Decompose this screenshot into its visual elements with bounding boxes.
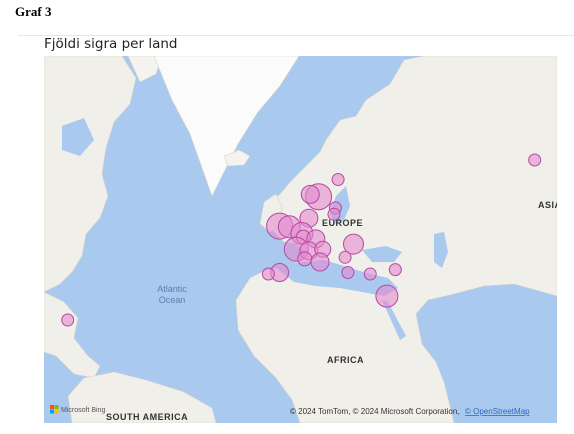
bing-provider-text: Microsoft Bing: [61, 407, 105, 414]
country-bubble-25[interactable]: [61, 313, 75, 327]
document-heading: Graf 3: [15, 4, 52, 19]
country-bubble-15[interactable]: [297, 251, 313, 267]
bing-logo-square-2: [54, 405, 59, 409]
sea-caspian: [434, 232, 448, 268]
visual-title: Fjöldi sigra per land: [44, 36, 178, 52]
bay-hudson: [62, 118, 94, 156]
country-bubble-26[interactable]: [528, 153, 542, 167]
country-bubble-17[interactable]: [338, 250, 352, 264]
country-bubble-20[interactable]: [261, 267, 275, 281]
country-bubble-22[interactable]: [363, 267, 377, 281]
south-america-label: SOUTH AMERICA: [106, 412, 188, 422]
country-bubble-16[interactable]: [310, 252, 330, 272]
europe-label: EUROPE: [322, 218, 363, 228]
atlantic-label-line1: Atlantic: [157, 284, 187, 294]
country-bubble-23[interactable]: [388, 263, 402, 277]
landmass-south-america: [67, 371, 217, 423]
bing-logo-square-1: [50, 405, 54, 409]
openstreetmap-link[interactable]: © OpenStreetMap: [465, 407, 530, 416]
country-bubble-24[interactable]: [375, 284, 399, 308]
sea-mediterranean: [276, 260, 398, 296]
bing-logo-square-4: [54, 409, 59, 414]
sea-black: [362, 246, 402, 262]
bubble-layer: [61, 153, 542, 327]
country-bubble-5[interactable]: [331, 173, 345, 186]
sea-red: [382, 300, 406, 340]
bing-logo-square-3: [50, 409, 54, 414]
asia-label: ASIA: [538, 200, 557, 210]
map-copyright: © 2024 TomTom, © 2024 Microsoft Corporat…: [290, 407, 460, 416]
landmass-eurasia-africa: [235, 56, 557, 423]
country-bubble-4[interactable]: [300, 184, 320, 204]
landmass-central-america: [44, 291, 101, 379]
land-layer: [44, 56, 557, 423]
country-bubble-18[interactable]: [343, 233, 364, 255]
bing-logo: [50, 405, 59, 414]
country-bubble-7[interactable]: [327, 207, 341, 221]
landmass-arctic-islands: [127, 56, 163, 83]
africa-label: AFRICA: [327, 355, 364, 365]
landmass-greenland: [153, 56, 300, 197]
map-canvas[interactable]: Atlantic Ocean EUROPE AFRICA SOUTH AMERI…: [44, 56, 557, 423]
atlantic-label-line2: Ocean: [159, 295, 186, 305]
landmass-iceland: [223, 149, 251, 167]
section-divider: [18, 35, 574, 36]
map-visual[interactable]: Atlantic Ocean EUROPE AFRICA SOUTH AMERI…: [44, 56, 557, 423]
country-bubble-21[interactable]: [341, 266, 355, 279]
landmass-north-america: [44, 56, 137, 293]
